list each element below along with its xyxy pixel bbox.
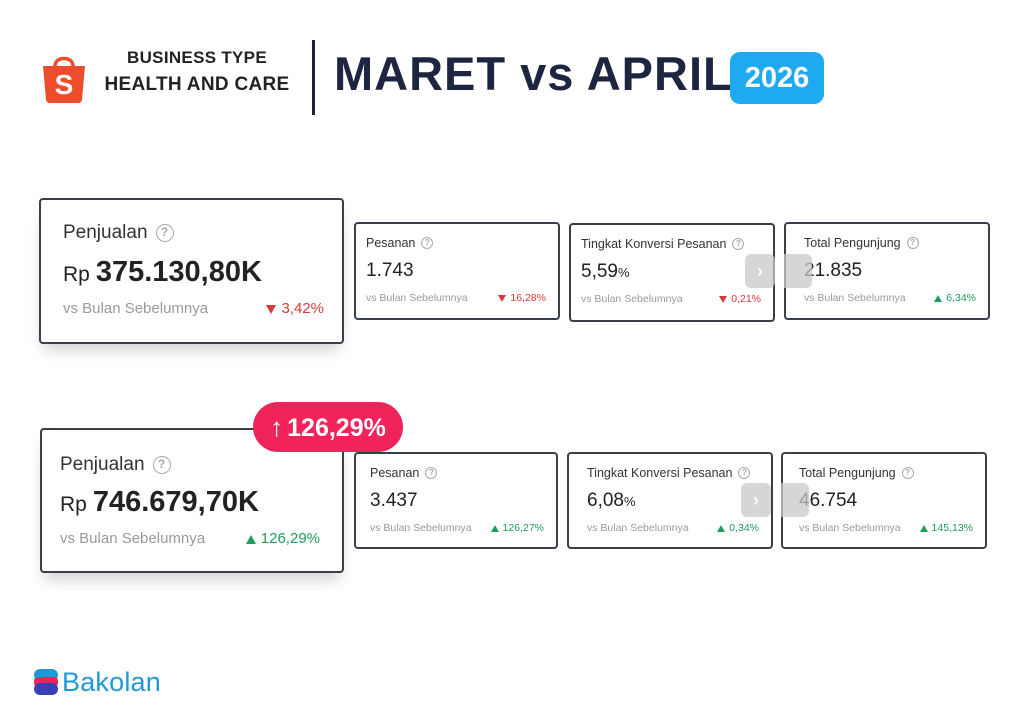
help-icon[interactable]: ?: [425, 467, 438, 479]
header-divider: [312, 40, 315, 115]
orders-card-april: Pesanan ? 3.437 vs Bulan Sebelumnya 126,…: [354, 452, 558, 549]
comparison-label: vs Bulan Sebelumnya: [60, 530, 206, 547]
triangle-down-icon: [498, 294, 507, 302]
business-type: BUSINESS TYPE HEALTH AND CARE: [102, 48, 292, 96]
comparison-label: vs Bulan Sebelumnya: [581, 293, 683, 305]
visitors-value: 21.835: [804, 260, 863, 281]
orders-change-value: 126,27%: [502, 522, 544, 534]
carousel-overlay-button[interactable]: [781, 483, 809, 517]
conversion-change-value: 0,34%: [729, 522, 759, 534]
help-icon[interactable]: ?: [421, 237, 434, 249]
comparison-label: vs Bulan Sebelumnya: [587, 522, 689, 534]
chevron-right-icon[interactable]: ›: [741, 483, 771, 517]
bakolan-mark-icon: [34, 669, 58, 695]
orders-change: 16,28%: [498, 292, 546, 304]
triangle-up-icon: [245, 534, 256, 544]
comparison-label: vs Bulan Sebelumnya: [799, 522, 901, 534]
sales-label: Penjualan: [60, 454, 145, 475]
brand-logo: Bakolan: [34, 666, 161, 698]
visitors-card-april: Total Pengunjung ? 46.754 vs Bulan Sebel…: [781, 452, 987, 549]
orders-card-title: Pesanan ?: [370, 466, 438, 480]
help-icon[interactable]: ?: [901, 467, 914, 479]
visitors-card-title: Total Pengunjung ?: [804, 236, 919, 250]
business-type-label: BUSINESS TYPE: [127, 48, 267, 67]
conversion-number: 5,59: [581, 261, 618, 282]
visitors-label: Total Pengunjung: [804, 236, 901, 250]
help-icon[interactable]: ?: [738, 467, 751, 479]
conversion-change-value: 0,21%: [731, 293, 761, 305]
help-icon[interactable]: ?: [906, 237, 919, 249]
orders-value: 3.437: [370, 490, 418, 511]
triangle-down-icon: [719, 295, 728, 303]
currency-label: Rp: [60, 493, 87, 516]
currency-label: Rp: [63, 263, 90, 286]
orders-change: 126,27%: [490, 522, 544, 534]
sales-amount: 746.679,70K: [92, 486, 259, 518]
orders-label: Pesanan: [370, 466, 420, 480]
sales-change: 126,29%: [245, 530, 320, 547]
sales-value: Rp 375.130,80K: [63, 256, 262, 289]
comparison-label: vs Bulan Sebelumnya: [63, 300, 209, 317]
carousel-overlay-button[interactable]: [784, 254, 812, 288]
visitors-change-value: 145,13%: [931, 522, 973, 534]
sales-change-value: 126,29%: [260, 530, 320, 547]
growth-badge-value: 126,29%: [287, 414, 386, 442]
conversion-card-title: Tingkat Konversi Pesanan ?: [581, 237, 745, 251]
triangle-up-icon: [934, 294, 943, 302]
sales-value: Rp 746.679,70K: [60, 486, 259, 519]
triangle-up-icon: [919, 524, 928, 532]
comparison-label: vs Bulan Sebelumnya: [370, 522, 472, 534]
help-icon[interactable]: ?: [152, 456, 171, 474]
visitors-change: 6,34%: [934, 292, 976, 304]
business-type-value: HEALTH AND CARE: [104, 74, 290, 95]
orders-label: Pesanan: [366, 236, 416, 250]
sales-card-march: Penjualan ? Rp 375.130,80K vs Bulan Sebel…: [39, 198, 344, 344]
conversion-card-april: Tingkat Konversi Pesanan ? 6,08% vs Bula…: [567, 452, 773, 549]
page-title: MARET vs APRIL: [334, 47, 733, 100]
sales-card-april: Penjualan ? Rp 746.679,70K vs Bulan Sebel…: [40, 428, 344, 573]
orders-card-title: Pesanan ?: [366, 236, 434, 250]
conversion-label: Tingkat Konversi Pesanan: [587, 466, 733, 480]
visitors-card-title: Total Pengunjung ?: [799, 466, 914, 480]
conversion-unit: %: [623, 494, 636, 509]
orders-value: 1.743: [366, 260, 414, 281]
orders-change-value: 16,28%: [510, 292, 546, 304]
visitors-change: 145,13%: [919, 522, 973, 534]
orders-card-march: Pesanan ? 1.743 vs Bulan Sebelumnya 16,2…: [354, 222, 560, 320]
visitors-change-value: 6,34%: [946, 292, 976, 304]
conversion-number: 6,08: [587, 490, 624, 511]
comparison-label: vs Bulan Sebelumnya: [804, 292, 906, 304]
triangle-up-icon: [490, 524, 499, 532]
visitors-value: 46.754: [799, 490, 858, 511]
conversion-unit: %: [617, 265, 630, 280]
conversion-label: Tingkat Konversi Pesanan: [581, 237, 727, 251]
arrow-up-icon: ↑: [270, 412, 284, 442]
year-badge: 2026: [730, 52, 824, 104]
sales-change: 3,42%: [266, 300, 324, 317]
conversion-change: 0,34%: [717, 522, 759, 534]
conversion-card-title: Tingkat Konversi Pesanan ?: [587, 466, 751, 480]
sales-change-value: 3,42%: [281, 300, 324, 317]
brand-name: Bakolan: [62, 666, 161, 697]
growth-badge: ↑ 126,29%: [253, 402, 403, 452]
shopee-bag-icon: S: [43, 56, 85, 103]
conversion-value: 5,59%: [581, 261, 630, 283]
sales-card-title: Penjualan ?: [63, 222, 174, 244]
sales-amount: 375.130,80K: [95, 256, 262, 288]
visitors-card-march: Total Pengunjung ? 21.835 vs Bulan Sebel…: [784, 222, 990, 320]
header: S BUSINESS TYPE HEALTH AND CARE MARET vs…: [40, 40, 840, 115]
conversion-change: 0,21%: [719, 293, 761, 305]
sales-label: Penjualan: [63, 222, 148, 243]
comparison-label: vs Bulan Sebelumnya: [366, 292, 468, 304]
help-icon[interactable]: ?: [155, 224, 174, 242]
help-icon[interactable]: ?: [732, 238, 745, 250]
visitors-label: Total Pengunjung: [799, 466, 896, 480]
conversion-card-march: Tingkat Konversi Pesanan ? 5,59% vs Bula…: [569, 223, 775, 322]
triangle-up-icon: [717, 524, 726, 532]
conversion-value: 6,08%: [587, 490, 636, 512]
triangle-down-icon: [266, 304, 277, 314]
chevron-right-icon[interactable]: ›: [745, 254, 775, 288]
svg-text:S: S: [55, 69, 74, 100]
sales-card-title: Penjualan ?: [60, 454, 171, 476]
